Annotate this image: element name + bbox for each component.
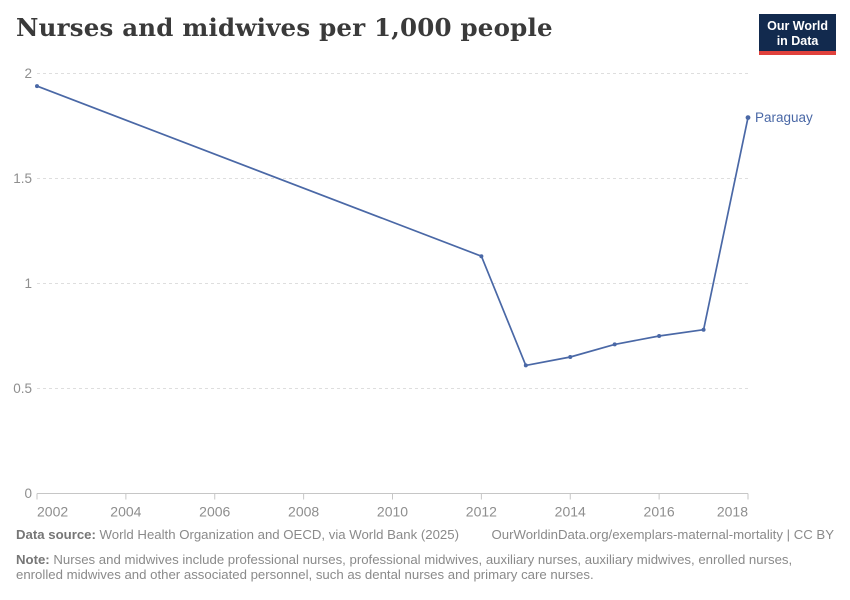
owid-logo-line2: in Data: [776, 33, 819, 48]
owid-logo-line1: Our World: [767, 19, 828, 33]
chart-footer: Data source: World Health Organization a…: [16, 527, 834, 583]
y-tick-label: 2: [24, 66, 32, 81]
x-tick-label: 2012: [466, 504, 497, 520]
chart-note: Note: Nurses and midwives include profes…: [16, 552, 834, 583]
data-point-2016[interactable]: [657, 334, 662, 338]
data-point-2002[interactable]: [35, 84, 39, 89]
y-tick-label: 1: [24, 276, 32, 291]
data-point-2013[interactable]: [523, 363, 528, 368]
x-tick-label: 2002: [37, 504, 68, 520]
chart-title: Nurses and midwives per 1,000 people: [16, 13, 553, 42]
data-source: Data source: World Health Organization a…: [16, 527, 459, 543]
x-tick-label: 2010: [377, 504, 408, 520]
x-tick-label: 2016: [644, 504, 675, 520]
data-point-2014[interactable]: [568, 355, 573, 359]
trend-line-paraguay[interactable]: [36, 85, 749, 367]
line-chart: 0 0.5 1 1.5 2 2002 2004 2006 2008 2010 2012 2014 201…: [13, 66, 813, 520]
note-label: Note:: [16, 551, 50, 567]
data-point-2017[interactable]: [701, 327, 706, 332]
entity-label-paraguay[interactable]: Paraguay: [755, 110, 813, 125]
x-tick-label: 2014: [555, 504, 586, 520]
data-source-label: Data source:: [16, 527, 96, 542]
x-tick-label: 2008: [288, 504, 319, 520]
footer-source-row: Data source: World Health Organization a…: [16, 527, 834, 543]
data-point-2012[interactable]: [479, 254, 484, 259]
owid-url-link[interactable]: OurWorldinData.org/exemplars-maternal-mo…: [491, 527, 835, 542]
y-tick-label: 0: [24, 486, 32, 501]
x-tick-label: 2006: [199, 504, 230, 520]
x-tick-label: 2004: [110, 504, 141, 520]
y-tick-label: 0.5: [13, 381, 32, 396]
data-source-text: World Health Organization and OECD, via …: [95, 527, 459, 542]
y-tick-label: 1.5: [13, 171, 32, 186]
data-point-2018[interactable]: [745, 115, 751, 120]
note-text: Nurses and midwives include professional…: [16, 551, 793, 583]
owid-logo[interactable]: Our World in Data: [759, 14, 836, 55]
data-point-2015[interactable]: [612, 342, 617, 347]
x-tick-label: 2018: [717, 504, 748, 520]
